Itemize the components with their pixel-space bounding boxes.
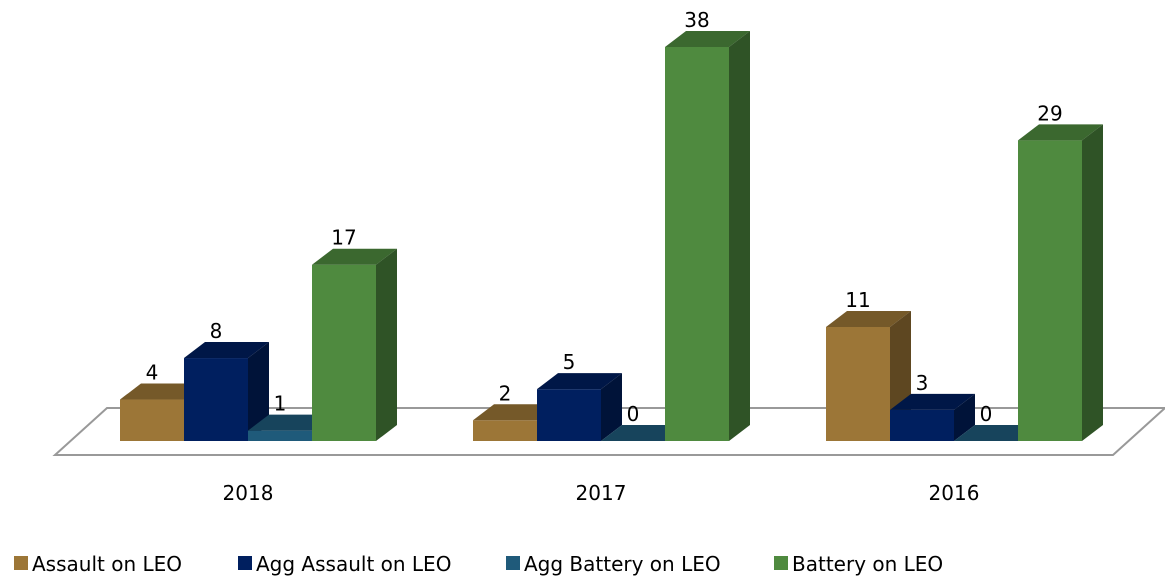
value-label: 17 — [331, 226, 356, 250]
x-tick-label: 2017 — [576, 481, 627, 505]
bar-top — [537, 373, 622, 390]
legend-label: Assault on LEO — [32, 552, 182, 576]
bar-top — [1018, 124, 1103, 141]
bar-front — [890, 409, 954, 441]
bar-front — [312, 264, 376, 441]
value-label: 0 — [627, 402, 640, 426]
value-label: 3 — [916, 371, 929, 395]
bar-side — [601, 373, 622, 441]
floor — [52, 407, 1165, 456]
bar-top — [601, 425, 686, 441]
bar-top — [120, 383, 205, 400]
legend-swatch — [506, 556, 520, 570]
bar-top — [312, 248, 397, 265]
bar-top — [890, 393, 975, 410]
legend-label: Agg Battery on LEO — [524, 552, 721, 576]
bar-top — [248, 414, 333, 431]
legend-swatch — [774, 556, 788, 570]
bar-top — [826, 310, 911, 327]
bar-side — [376, 248, 397, 441]
value-label: 1 — [274, 392, 287, 416]
legend-swatch — [14, 556, 28, 570]
legend-swatch — [238, 556, 252, 570]
bar-front — [537, 389, 601, 441]
value-label: 0 — [980, 402, 993, 426]
bar-side — [1082, 124, 1103, 441]
value-label: 38 — [684, 8, 709, 32]
bar-side — [729, 31, 750, 441]
legend-label: Agg Assault on LEO — [256, 552, 451, 576]
value-label: 11 — [845, 288, 870, 312]
bar-top — [954, 425, 1039, 441]
bar-top — [184, 342, 269, 359]
bar-front — [665, 47, 729, 441]
bar-side — [248, 342, 269, 441]
bar-front — [473, 420, 537, 441]
bar-front — [248, 430, 312, 441]
value-label: 8 — [210, 319, 223, 343]
bar-front — [120, 399, 184, 441]
bar-front — [826, 326, 890, 441]
value-label: 5 — [563, 350, 576, 374]
bar-front — [1018, 140, 1082, 441]
value-label: 2 — [499, 381, 512, 405]
bar-front — [184, 358, 248, 441]
legend-label: Battery on LEO — [792, 552, 943, 576]
value-label: 4 — [146, 361, 159, 385]
bar-top — [665, 31, 750, 47]
x-tick-label: 2016 — [929, 481, 980, 505]
bar-side — [954, 393, 975, 441]
value-label: 29 — [1037, 101, 1062, 125]
bar-top — [473, 404, 558, 421]
x-tick-label: 2018 — [223, 481, 274, 505]
